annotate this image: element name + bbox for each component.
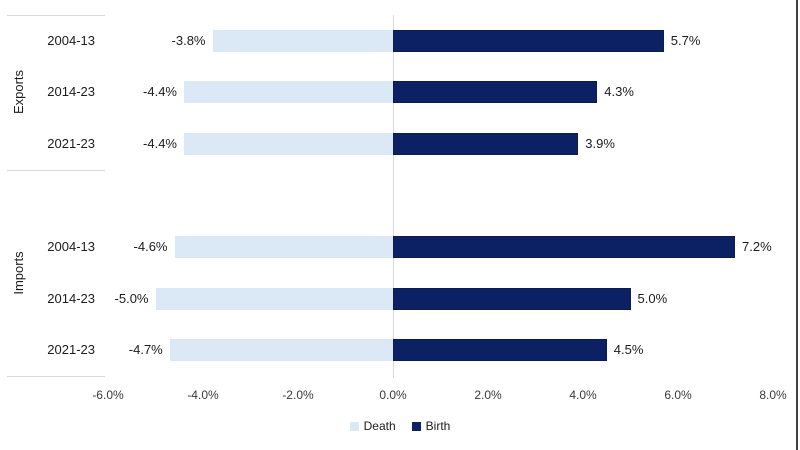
x-tick-label: -2.0% [282,388,314,402]
birth-value-label: 7.2% [742,239,772,255]
death-bar [212,29,393,52]
birth-value-label: 4.3% [604,84,634,100]
death-legend-swatch-icon [349,421,359,431]
death-value-label: -4.7% [128,342,163,358]
birth-bar [393,287,631,310]
birth-bar [393,81,598,104]
category-group-separator-line [7,169,105,171]
category-group-separator-line [7,15,105,16]
right-edge-line [796,0,798,450]
death-bar [155,287,393,310]
legend-label-death: Death [363,419,396,433]
x-tick-label: 6.0% [664,388,692,402]
legend-item-birth: Birth [411,419,451,433]
death-value-label: -4.6% [133,239,168,255]
legend-item-death: Death [349,419,396,433]
birth-bar [393,29,664,52]
death-value-label: -5.0% [114,290,149,306]
x-tick-label: 0.0% [379,388,407,402]
birth-value-label: 5.0% [637,290,668,306]
death-value-label: -3.8% [171,32,206,48]
category-label: 2021-23 [47,135,95,151]
category-label: 2004-13 [47,32,95,48]
legend-label-birth: Birth [425,419,451,433]
death-bar [184,81,393,104]
birth-value-label: 3.9% [585,135,615,151]
death-bar [174,236,393,259]
zero-axis-line [393,15,394,378]
category-group-separator-line [7,376,105,377]
death-value-label: -4.4% [143,84,177,100]
birth-bar [393,236,735,259]
category-label: 2004-13 [47,239,95,255]
x-tick-label: -4.0% [187,388,219,402]
x-tick-label: 4.0% [569,388,597,402]
legend: Death Birth [0,419,800,433]
birth-bar [393,339,607,362]
death-bar [184,132,393,155]
category-label: 2021-23 [47,342,95,358]
x-tick-label: 2.0% [474,388,502,402]
birth-legend-swatch-icon [411,421,421,431]
birth-value-label: 5.7% [670,32,701,48]
category-label: 2014-23 [47,290,95,306]
x-tick-label: -6.0% [92,388,124,402]
category-label: 2014-23 [47,84,95,100]
death-bar [169,339,393,362]
birth-value-label: 4.5% [613,342,644,358]
group-label-imports: Imports [11,251,26,295]
death-value-label: -4.4% [143,135,177,151]
birth-bar [393,132,579,155]
x-tick-label: 8.0% [759,388,787,402]
